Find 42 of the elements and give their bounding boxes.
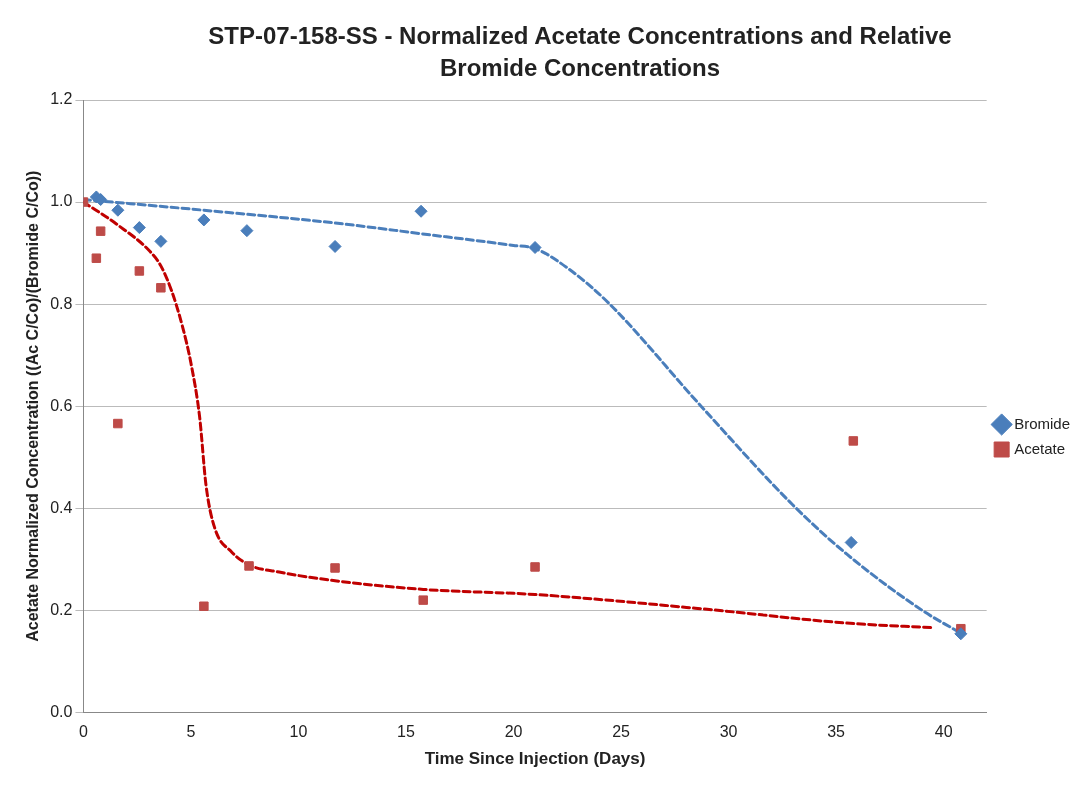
point <box>330 563 340 573</box>
x-tick-label: 40 <box>934 723 953 741</box>
y-tick-label: 1.0 <box>50 192 73 210</box>
x-axis-title: Time Since Injection (Days) <box>424 749 646 769</box>
x-tick-label: 5 <box>186 723 196 741</box>
point <box>113 418 123 429</box>
x-tick-label: 25 <box>612 723 631 741</box>
point <box>418 595 428 605</box>
x-tick-label: 20 <box>504 723 523 741</box>
point <box>844 535 858 549</box>
point <box>111 203 125 217</box>
y-tick-label: 0.8 <box>50 294 73 312</box>
y-tick-label: 0.0 <box>50 702 73 720</box>
point <box>95 226 106 236</box>
x-tick-label: 35 <box>827 723 846 741</box>
y-tick-label: 1.2 <box>50 90 73 108</box>
y-tick-label: 0.2 <box>50 600 73 618</box>
y-axis-title: Acetate Normalized Concentration ((Ac C/Co)/(Bromide C/Co)) <box>24 170 42 642</box>
point <box>244 561 254 571</box>
point <box>132 221 146 235</box>
y-tick-label: 0.6 <box>50 396 73 414</box>
point <box>154 234 168 248</box>
point <box>156 283 166 293</box>
x-tick-label: 0 <box>78 723 88 741</box>
point <box>199 601 209 611</box>
point <box>530 562 540 572</box>
point <box>91 253 102 263</box>
x-tick-label: 15 <box>397 723 416 741</box>
point <box>414 204 428 218</box>
point <box>197 213 211 227</box>
point <box>328 239 342 253</box>
legend-label: Acetate <box>1014 439 1066 457</box>
point <box>848 436 859 446</box>
point <box>240 224 254 238</box>
y-tick-label: 0.4 <box>50 498 73 516</box>
point <box>954 627 968 641</box>
x-tick-label: 30 <box>719 723 738 741</box>
legend-label: Bromide <box>1014 414 1070 432</box>
chart-title: STP-07-158-SS - Normalized Acetate Concentrations and Relative Bromide Concentrations <box>207 21 953 83</box>
x-tick-label: 10 <box>289 723 308 741</box>
point <box>134 266 145 276</box>
point <box>528 240 542 254</box>
